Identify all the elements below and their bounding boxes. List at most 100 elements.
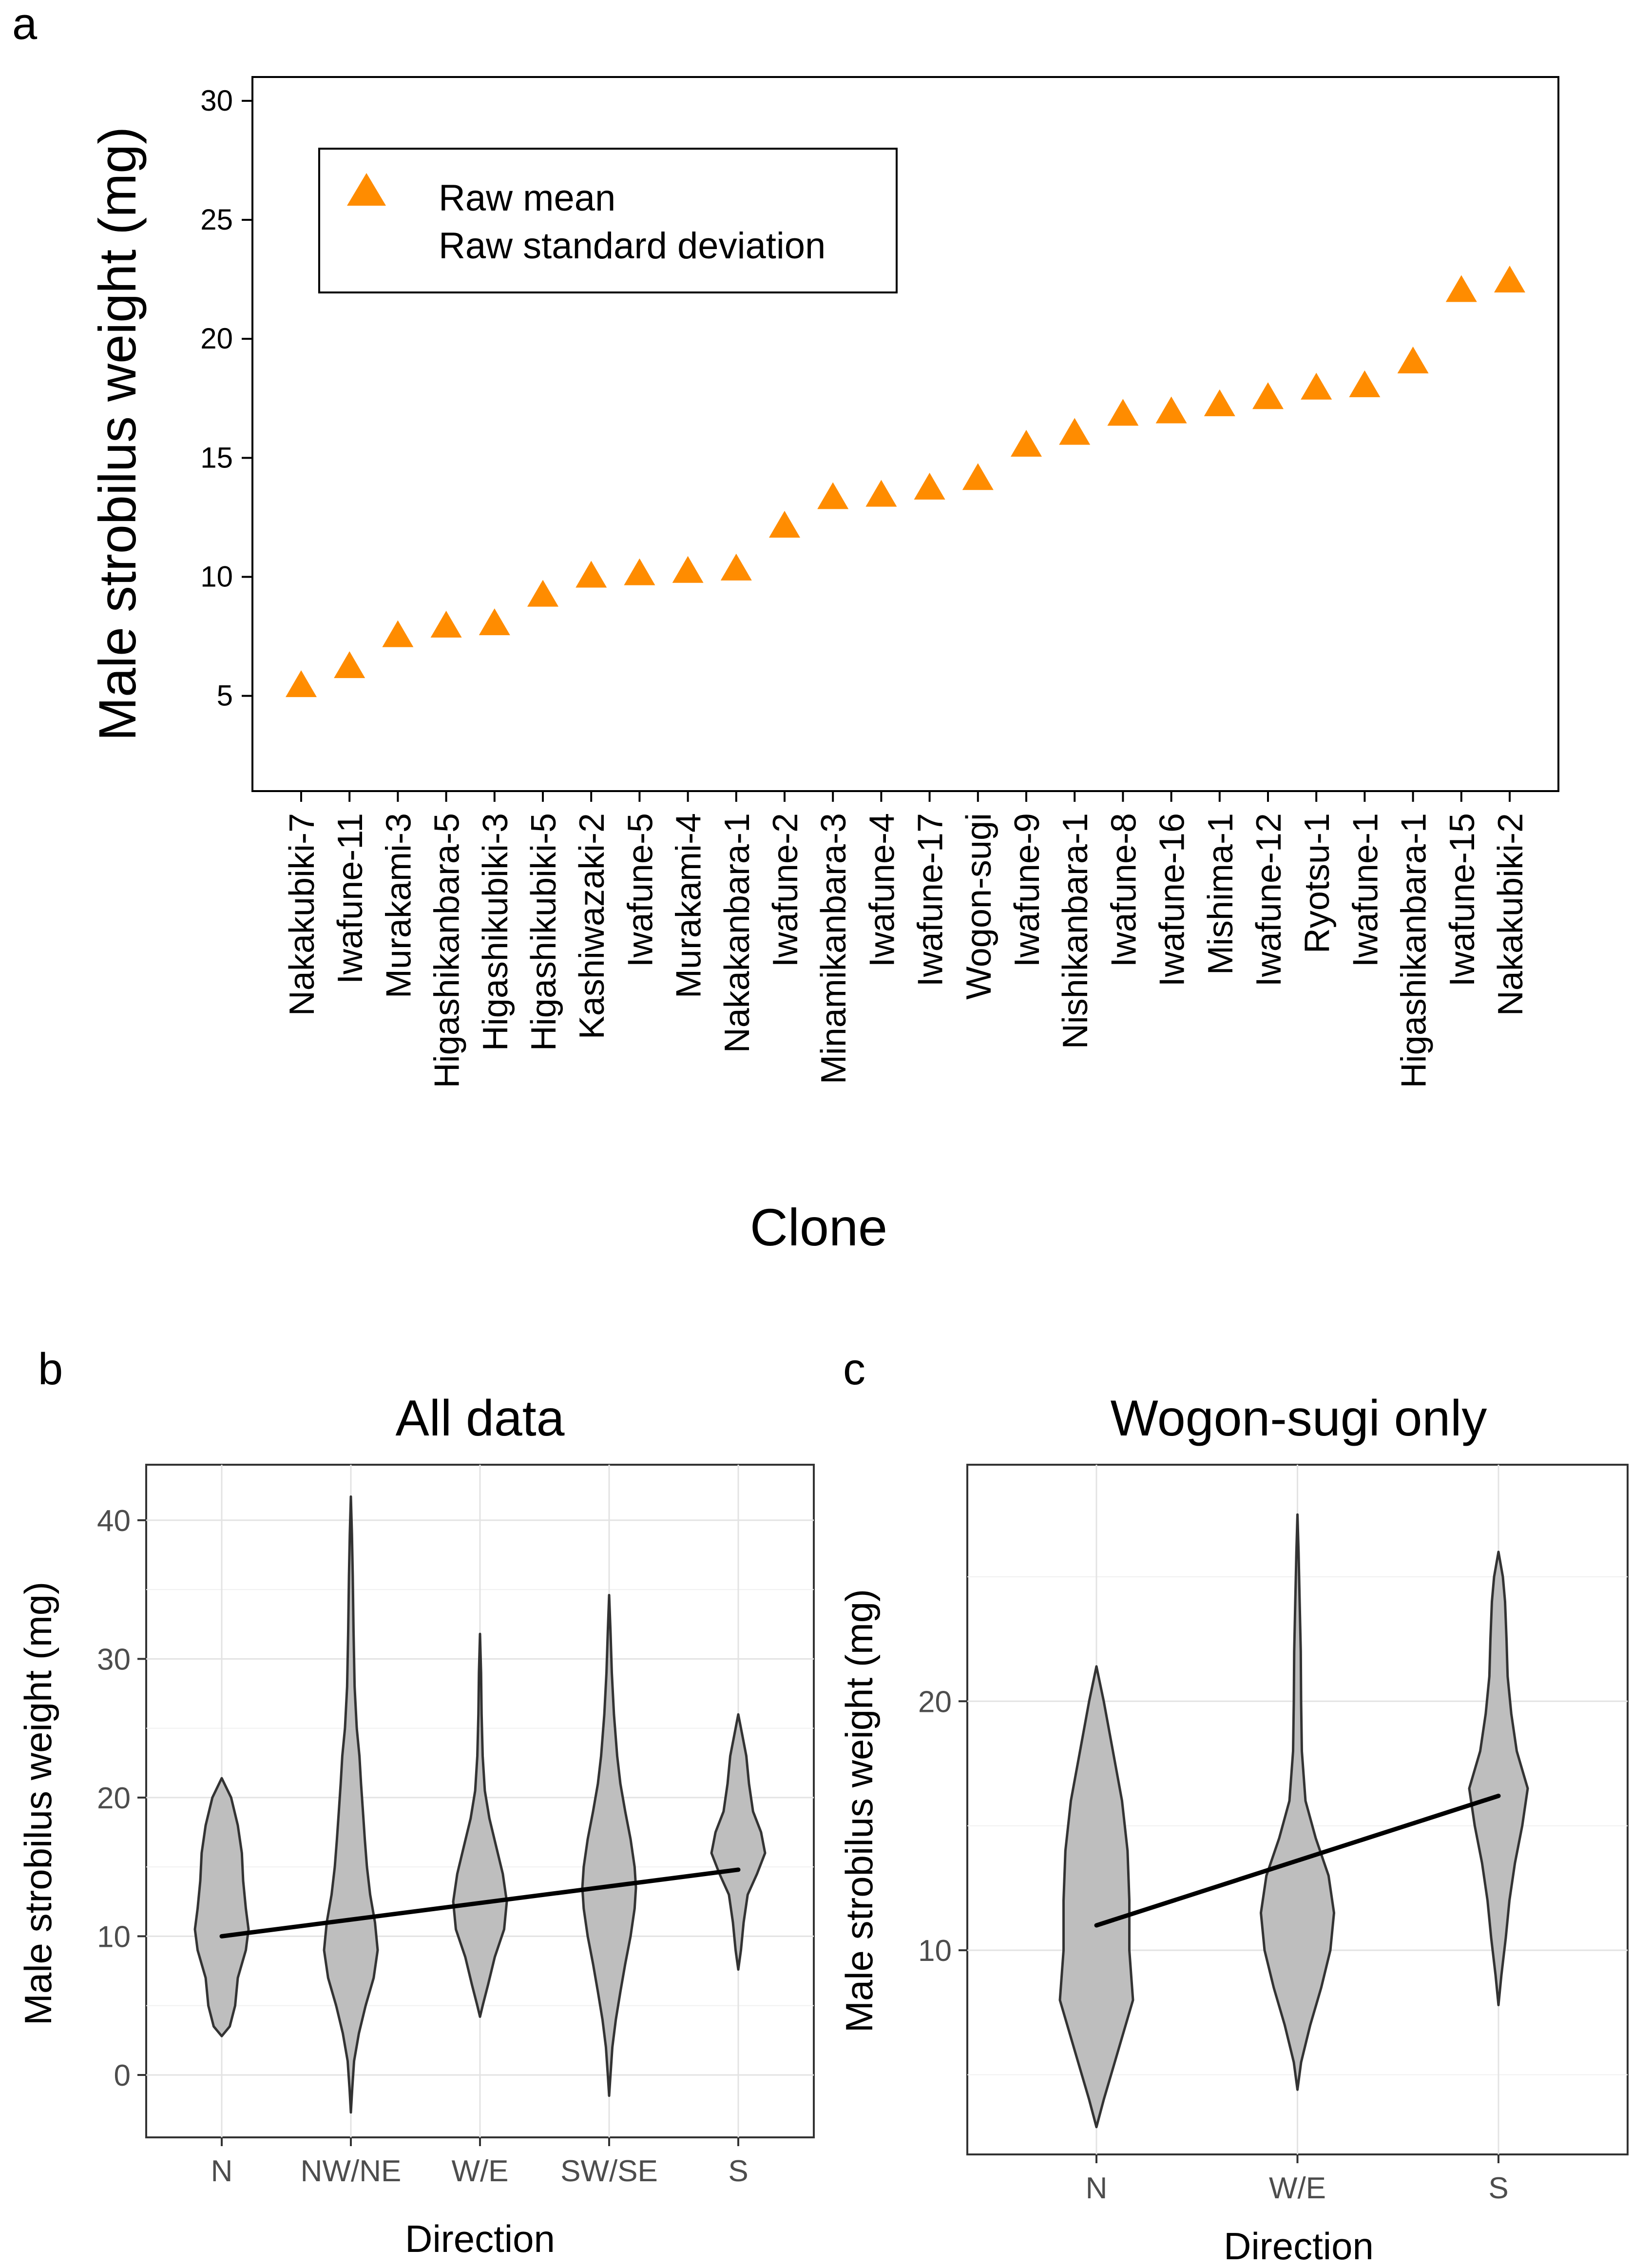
x-tick-label-a: Nakakubiki-7	[283, 813, 322, 1016]
legend-raw-sd: Raw standard deviation	[439, 225, 826, 267]
chart-b: All data 0 10 20 30 40 N NW/NE W/E SW/SE S Direc…	[17, 1390, 815, 2260]
trend-line-b	[219, 1867, 741, 1938]
x-tick-label-c: S	[1488, 2171, 1508, 2205]
panel-label-a: a	[12, 0, 38, 49]
x-tick-label-a: Wogon-sugi	[960, 813, 998, 1000]
y-tick-label-b: 10	[97, 1920, 131, 1954]
x-tick-label-a: Kashiwazaki-2	[573, 813, 612, 1039]
x-axis-b: N NW/NE W/E SW/SE S	[211, 2137, 749, 2188]
y-tick-label-a: 25	[200, 203, 233, 236]
data-point-triangle	[769, 510, 800, 538]
y-axis-a: 5 10 15 20 25 30	[200, 84, 252, 712]
y-axis-b: 0 10 20 30 40	[97, 1504, 146, 2093]
violin-sw-se	[581, 1594, 637, 2097]
x-tick-label-a: Iwafune-5	[621, 813, 660, 967]
legend-triangle-icon	[347, 173, 386, 206]
y-tick-label-a: 5	[217, 679, 233, 712]
data-point-triangle	[286, 670, 317, 698]
data-point-triangle	[914, 472, 945, 500]
data-point-triangle	[1301, 372, 1332, 400]
data-point-triangle	[1107, 399, 1139, 426]
x-tick-label-a: Iwafune-1	[1346, 813, 1385, 967]
x-tick-label-a: Nakakanbara-1	[718, 813, 757, 1053]
violin-n	[1058, 1665, 1134, 2129]
x-tick-label-a: Iwafune-8	[1104, 813, 1143, 967]
y-tick-label-a: 15	[200, 441, 233, 474]
y-axis-c: 10 20	[918, 1685, 967, 1968]
y-tick-label-b: 20	[97, 1782, 131, 1815]
x-tick-label-a: Iwafune-12	[1249, 813, 1288, 987]
y-tick-label-c: 20	[918, 1685, 952, 1719]
x-axis-title-c: Direction	[1224, 2225, 1374, 2268]
data-point-triangle	[1397, 347, 1429, 373]
x-axis-title-b: Direction	[405, 2217, 555, 2260]
data-point-triangle	[1252, 382, 1284, 409]
data-point-triangle	[962, 463, 994, 490]
x-tick-label-a: Iwafune-4	[863, 813, 902, 967]
data-point-triangle	[817, 482, 849, 509]
data-point-triangle	[1204, 389, 1235, 416]
data-point-triangle	[865, 480, 897, 507]
violin-w-e	[1260, 1513, 1335, 2091]
x-tick-label-b: W/E	[451, 2154, 508, 2188]
x-tick-label-a: Higashikubiki-3	[476, 813, 515, 1051]
x-tick-label-b: SW/SE	[560, 2154, 658, 2188]
x-tick-label-b: S	[728, 2154, 748, 2188]
data-point-triangle	[672, 556, 704, 583]
y-axis-title-a: Male strobilus weight (mg)	[88, 127, 147, 741]
x-tick-label-a: Nishikanbara-1	[1056, 813, 1095, 1049]
data-point-triangle	[1494, 265, 1525, 292]
violins-b	[193, 1495, 767, 2114]
x-tick-label-a: Higashikubiki-5	[524, 813, 563, 1051]
x-tick-label-a: Iwafune-2	[766, 813, 805, 967]
x-tick-label-a: Murakami-3	[379, 813, 418, 998]
y-tick-label-c: 10	[918, 1934, 952, 1968]
chart-c: Wogon-sugi only 10 20 N W/E S Direction Mal…	[838, 1390, 1629, 2268]
violin-s	[710, 1713, 767, 1971]
y-tick-label-a: 20	[200, 322, 233, 355]
y-tick-label-a: 30	[200, 84, 233, 117]
data-point-triangle	[1445, 275, 1477, 302]
y-tick-label-a: 10	[200, 561, 233, 593]
data-point-triangle	[720, 553, 752, 581]
y-axis-title-c: Male strobilus weight (mg)	[838, 1589, 881, 2033]
x-tick-label-a: Iwafune-16	[1153, 813, 1192, 987]
legend-box	[318, 148, 898, 293]
x-tick-label-a: Higashikanbara-1	[1395, 813, 1434, 1088]
data-point-triangle	[1349, 370, 1381, 397]
y-axis-title-b: Male strobilus weight (mg)	[17, 1582, 59, 2025]
panel-label-c: c	[843, 1344, 865, 1394]
violin-nw-ne	[323, 1495, 379, 2114]
data-point-triangle	[1011, 429, 1042, 457]
trend-line-c	[1094, 1793, 1501, 1928]
x-axis-c: N W/E S	[1086, 2154, 1509, 2205]
chart-a: 5 10 15 20 25 30 Nakakubiki-7 Iwafune-11 Muraka…	[88, 76, 1559, 1257]
legend-raw-mean: Raw mean	[439, 177, 615, 219]
violin-w-e	[452, 1632, 508, 2018]
violin-s	[1468, 1551, 1529, 2006]
x-tick-label-a: Ryotsu-1	[1298, 813, 1337, 953]
x-tick-label-a: Iwafune-15	[1443, 813, 1482, 987]
plot-title-b: All data	[396, 1390, 565, 1447]
x-tick-label-b: NW/NE	[301, 2154, 402, 2188]
x-tick-label-a: Iwafune-11	[331, 813, 370, 984]
x-tick-label-a: Iwafune-9	[1008, 813, 1047, 967]
x-axis-title-a: Clone	[750, 1198, 887, 1257]
x-tick-label-a: Mishima-1	[1201, 813, 1240, 975]
x-tick-label-a: Minamikanbara-3	[814, 813, 853, 1084]
data-point-triangle	[382, 620, 414, 647]
x-tick-label-c: N	[1086, 2171, 1108, 2205]
data-point-triangle	[334, 651, 365, 678]
trend-line	[219, 1867, 741, 1938]
plot-title-c: Wogon-sugi only	[1111, 1390, 1487, 1447]
violin-n	[193, 1777, 250, 2037]
data-point-triangle	[1059, 418, 1091, 445]
data-point-triangle	[1155, 396, 1187, 424]
y-tick-label-b: 40	[97, 1504, 131, 1538]
y-tick-label-b: 30	[97, 1643, 131, 1676]
legend-a: Raw mean Raw standard deviation	[318, 148, 898, 293]
data-point-triangle	[576, 561, 607, 588]
data-points-a	[286, 265, 1525, 698]
panel-label-b: b	[38, 1344, 63, 1394]
